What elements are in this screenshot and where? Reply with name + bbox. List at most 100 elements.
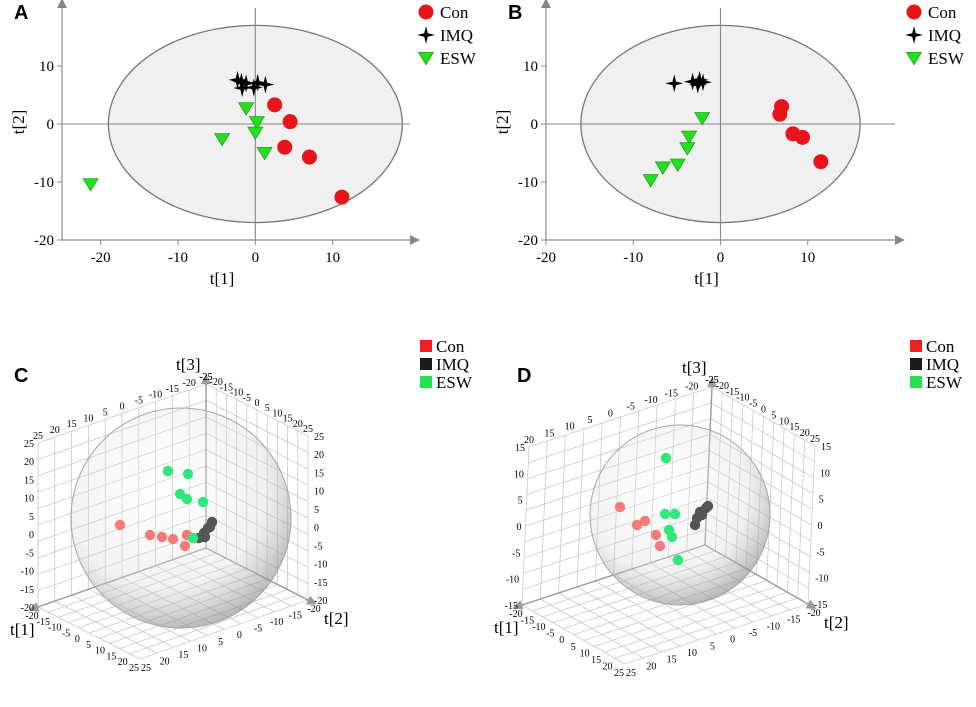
legend-label-esw: ESW (926, 373, 963, 392)
tick-label-bottom-right: -5 (254, 624, 262, 635)
grid-line-floor (54, 600, 157, 654)
panel-letter-d: D (517, 365, 531, 387)
legend-swatch-con (910, 340, 922, 352)
tick-label-bottom-left: 10 (95, 646, 105, 657)
axis-label-t2: t[2] (324, 609, 349, 628)
data-point-con (277, 139, 293, 155)
tick-label-bottom-right: -15 (289, 611, 302, 622)
legend-marker-imq (905, 26, 923, 44)
data-point-esw (679, 142, 696, 156)
tick-label-vertical-right: -10 (314, 560, 327, 571)
tick-label-bottom-left: 25 (614, 668, 624, 679)
tick-label-top-right: -10 (736, 393, 749, 404)
legend-label-esw: ESW (928, 49, 965, 68)
axis-label-t1: t[1] (494, 618, 519, 637)
data-point-imq (232, 72, 251, 91)
tick-label-top-left: 0 (120, 402, 125, 413)
data-point-esw (238, 102, 255, 116)
y-tick-label: -20 (518, 233, 538, 249)
data-point-con (654, 540, 666, 552)
tick-label-top-right: -10 (230, 388, 243, 399)
data-point-esw (247, 126, 264, 140)
tick-label-bottom-left: 25 (129, 663, 139, 674)
tick-label-bottom-left: -15 (37, 617, 50, 628)
data-point-con (334, 189, 350, 205)
tick-label-top-left: 10 (565, 422, 575, 433)
tick-label-bottom-left: -5 (62, 628, 70, 639)
tick-label-vertical-left: -5 (512, 548, 520, 559)
panel-letter-a: A (14, 2, 28, 24)
tick-label-top-right: 25 (303, 424, 313, 435)
tick-label-bottom-right: -20 (307, 604, 320, 615)
data-point-con (144, 529, 156, 541)
data-point-imq (204, 521, 216, 533)
tick-label-top-left: 15 (67, 419, 77, 430)
tick-label-bottom-left: 15 (106, 651, 116, 662)
legend-label-imq: IMQ (436, 355, 469, 374)
tick-label-bottom-left: -20 (25, 611, 38, 622)
tick-label-vertical-left: 10 (514, 469, 524, 480)
x-tick-label: 0 (252, 250, 260, 266)
legend-swatch-con (420, 340, 432, 352)
x-tick-label: -20 (536, 250, 556, 266)
tick-label-bottom-left: -10 (532, 622, 545, 633)
y-tick-label: 0 (531, 117, 539, 133)
axis-label-t1: t[1] (10, 620, 35, 639)
t3-axis-arrow (201, 374, 211, 384)
tick-label-vertical-right: 25 (314, 432, 324, 443)
tick-label-vertical-left: -20 (21, 603, 34, 614)
t1-axis-arrow (28, 602, 40, 612)
grid-line-floor (595, 580, 699, 641)
x-tick-label: -10 (623, 250, 643, 266)
data-point-con (795, 129, 811, 145)
grid-line-right-wall (776, 428, 785, 587)
tick-label-vertical-right: 10 (314, 487, 324, 498)
tick-label-top-left: -20 (183, 378, 196, 389)
data-point-esw (187, 532, 199, 544)
x-axis-arrow (410, 235, 420, 245)
x-axis-arrow (895, 235, 905, 245)
data-point-imq (696, 509, 708, 521)
tick-label-top-right: -15 (220, 382, 233, 393)
panel-letter-c: C (14, 365, 28, 387)
tick-label-vertical-left: 25 (24, 439, 34, 450)
data-point-imq (690, 70, 709, 89)
data-point-esw (182, 468, 194, 480)
data-point-esw (669, 508, 681, 520)
t1-axis-arrow (512, 600, 524, 610)
legend-marker-con (418, 4, 434, 20)
x-tick-label: -20 (91, 250, 111, 266)
data-point-con (167, 533, 179, 545)
grid-line-floor (129, 594, 298, 655)
grid-line-left-wall (539, 440, 548, 600)
tick-label-bottom-right: 25 (141, 663, 151, 674)
grid-line-right-wall (205, 400, 309, 453)
tick-label-top-left: -15 (665, 388, 678, 399)
data-point-esw (694, 112, 711, 126)
data-point-imq (689, 519, 701, 531)
grid-line-floor (593, 585, 778, 647)
data-point-esw (659, 508, 671, 520)
data-point-con (614, 501, 626, 513)
legend-marker-esw (417, 52, 435, 66)
y-axis-label: t[2] (9, 110, 28, 135)
tick-label-top-left: -5 (135, 396, 143, 407)
grid-line-floor (37, 606, 141, 660)
tick-label-bottom-left: 0 (559, 635, 564, 646)
legend-label-esw: ESW (436, 373, 473, 392)
data-point-esw (681, 130, 698, 145)
grid-line-left-wall (528, 386, 713, 448)
data-point-esw (162, 465, 174, 477)
grid-line-left-wall (37, 383, 207, 444)
t2-axis-arrow (805, 599, 817, 609)
x-tick-label: 10 (325, 250, 340, 266)
data-point-con (650, 529, 662, 541)
grid-line-floor (139, 599, 309, 660)
t2-axis-arrow (305, 595, 317, 605)
tick-label-bottom-left: 20 (118, 657, 128, 668)
data-point-con (813, 154, 829, 170)
legend-label-con: Con (436, 337, 465, 356)
tick-label-top-right: 0 (761, 405, 766, 416)
tick-label-top-left: 15 (544, 428, 554, 439)
